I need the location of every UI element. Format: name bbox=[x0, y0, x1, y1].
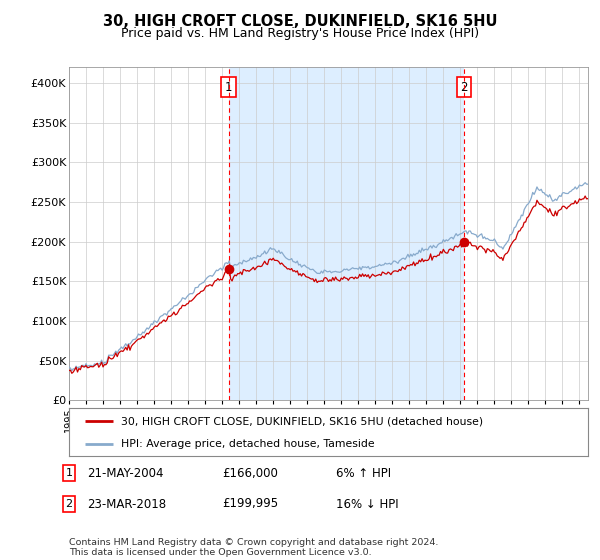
Text: 2: 2 bbox=[65, 499, 73, 509]
Text: 6% ↑ HPI: 6% ↑ HPI bbox=[336, 466, 391, 480]
Text: 30, HIGH CROFT CLOSE, DUKINFIELD, SK16 5HU (detached house): 30, HIGH CROFT CLOSE, DUKINFIELD, SK16 5… bbox=[121, 416, 483, 426]
Bar bbox=[229, 67, 464, 400]
Text: 1: 1 bbox=[225, 81, 232, 94]
Text: 21-MAY-2004: 21-MAY-2004 bbox=[87, 466, 163, 480]
Text: 1: 1 bbox=[65, 468, 73, 478]
Text: £166,000: £166,000 bbox=[222, 466, 278, 480]
Text: £199,995: £199,995 bbox=[222, 497, 278, 511]
Text: Price paid vs. HM Land Registry's House Price Index (HPI): Price paid vs. HM Land Registry's House … bbox=[121, 27, 479, 40]
Text: 2: 2 bbox=[460, 81, 468, 94]
Text: HPI: Average price, detached house, Tameside: HPI: Average price, detached house, Tame… bbox=[121, 438, 374, 449]
Text: 16% ↓ HPI: 16% ↓ HPI bbox=[336, 497, 398, 511]
Text: 23-MAR-2018: 23-MAR-2018 bbox=[87, 497, 166, 511]
Text: 30, HIGH CROFT CLOSE, DUKINFIELD, SK16 5HU: 30, HIGH CROFT CLOSE, DUKINFIELD, SK16 5… bbox=[103, 14, 497, 29]
Text: Contains HM Land Registry data © Crown copyright and database right 2024.
This d: Contains HM Land Registry data © Crown c… bbox=[69, 538, 439, 557]
